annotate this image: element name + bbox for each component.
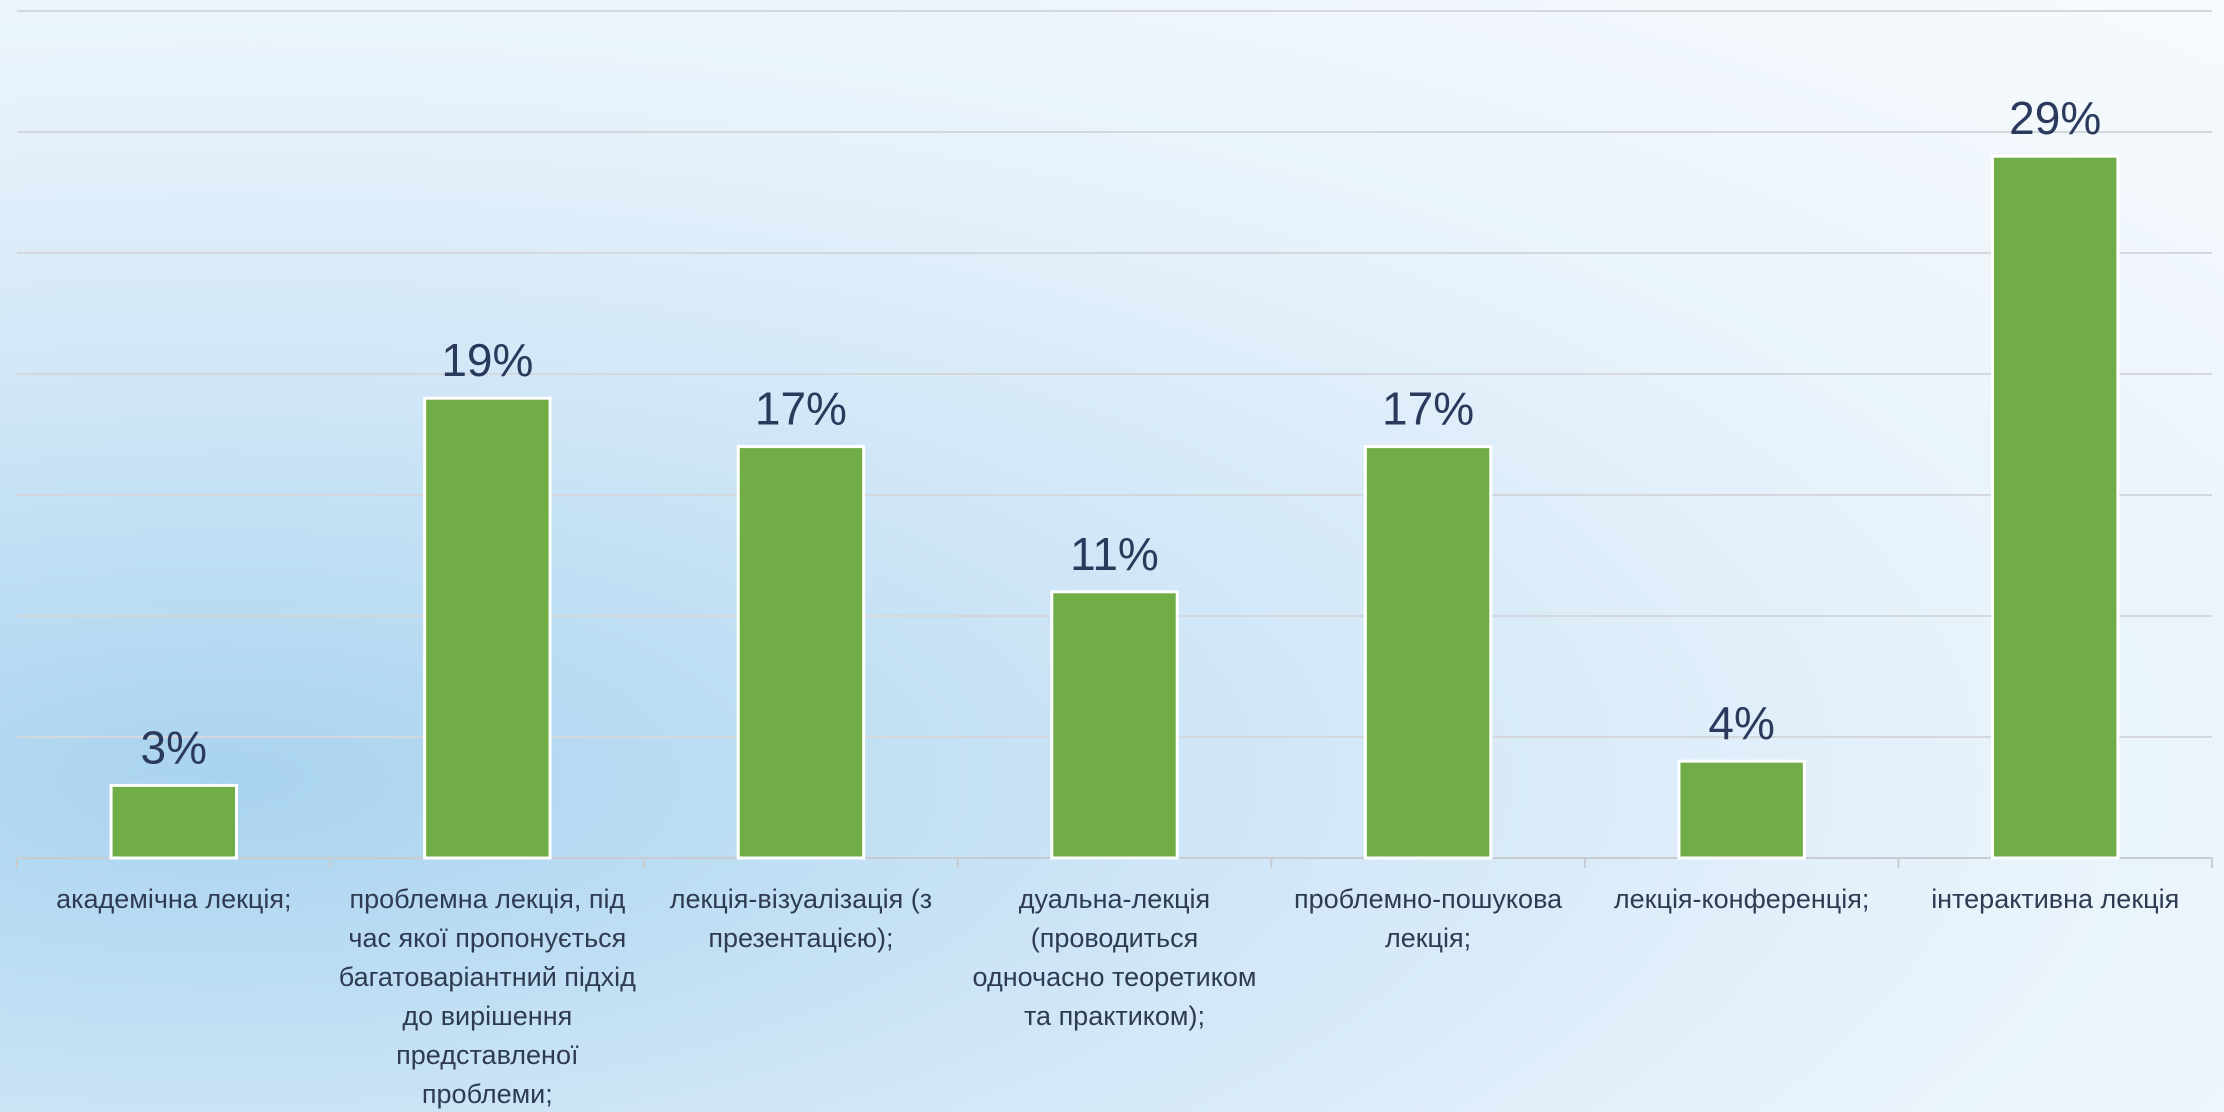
bar	[1677, 759, 1806, 860]
bar	[1363, 445, 1493, 860]
value-label: 17%	[755, 383, 847, 435]
bar	[1991, 154, 2120, 860]
bar	[1050, 590, 1179, 860]
value-label: 29%	[2009, 92, 2101, 144]
x-tick-label: академічна лекція;	[56, 884, 292, 914]
value-label: 4%	[1708, 697, 1774, 749]
x-tick-label: проблемна лекція, під час якої пропонуєт…	[338, 884, 636, 1109]
bar	[423, 396, 552, 860]
bar	[736, 445, 866, 860]
x-tick-label: інтерактивна лекція	[1931, 884, 2180, 914]
value-label: 3%	[141, 721, 207, 773]
value-label: 19%	[441, 334, 533, 386]
x-tick-label: дуальна-лекція (проводиться одночасно те…	[972, 884, 1257, 1031]
value-label: 17%	[1382, 383, 1474, 435]
x-tick-label: проблемно-пошукова лекція;	[1293, 884, 1563, 953]
x-tick-label: лекція-візуалізація (з презентацією);	[669, 884, 933, 953]
x-tick-label: лекція-конференція;	[1613, 884, 1870, 914]
value-label: 11%	[1070, 528, 1159, 580]
bar	[109, 783, 238, 860]
